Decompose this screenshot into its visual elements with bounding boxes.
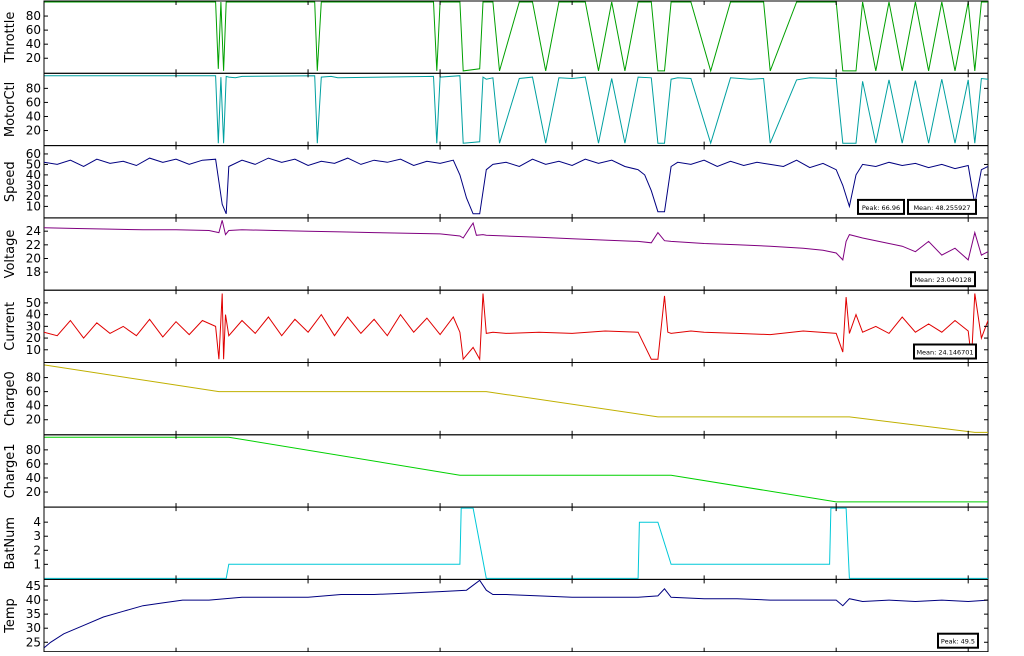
- y-tick-label: 2: [33, 543, 41, 557]
- y-tick-label: 24: [26, 224, 41, 238]
- annotation-label: Mean: 24.146701: [916, 349, 973, 357]
- y-tick-label: 20: [26, 124, 41, 138]
- y-axis-label: Throttle: [3, 12, 18, 64]
- y-tick-label: 40: [26, 109, 41, 123]
- y-tick-label: 10: [26, 343, 41, 357]
- y-tick-label: 40: [26, 37, 41, 51]
- annotation-label: Mean: 48.255927: [913, 204, 970, 212]
- y-tick-label: 20: [26, 189, 41, 203]
- y-tick-label: 40: [26, 471, 41, 485]
- series-line-temp: [44, 579, 988, 649]
- y-tick-label: 30: [26, 178, 41, 192]
- y-tick-label: 20: [26, 51, 41, 65]
- y-tick-label: 60: [26, 457, 41, 471]
- y-tick-label: 40: [26, 308, 41, 322]
- y-tick-label: 30: [26, 319, 41, 333]
- y-axis-label: BatNum: [3, 517, 18, 570]
- y-tick-label: 40: [26, 168, 41, 182]
- series-line-motorctl: [44, 75, 988, 145]
- annotation-label: Peak: 49.5: [941, 638, 975, 646]
- y-tick-label: 35: [26, 607, 41, 621]
- panel-frame: [43, 72, 989, 147]
- y-tick-label: 50: [26, 157, 41, 171]
- annotation-box: [937, 632, 979, 649]
- series-line-throttle: [44, 1, 988, 73]
- y-tick-label: 80: [26, 9, 41, 23]
- y-tick-label: 60: [26, 95, 41, 109]
- y-tick-label: 30: [26, 621, 41, 635]
- series-line-speed: [44, 157, 988, 215]
- y-tick-label: 60: [26, 23, 41, 37]
- y-tick-label: 40: [26, 399, 41, 413]
- annotation-label: Mean: 23.040128: [914, 276, 971, 284]
- panel-frame: [43, 578, 989, 653]
- y-tick-label: 1: [33, 557, 41, 571]
- annotation-box: [857, 198, 905, 215]
- y-tick-label: 20: [26, 251, 41, 265]
- y-tick-label: 25: [26, 635, 41, 649]
- y-tick-label: 22: [26, 238, 41, 252]
- series-line-current: [44, 293, 988, 361]
- y-tick-label: 45: [26, 579, 41, 593]
- panel-frame: [43, 217, 989, 291]
- y-tick-label: 20: [26, 413, 41, 427]
- series-line-voltage: [44, 220, 988, 261]
- y-tick-label: 80: [26, 81, 41, 95]
- y-tick-label: 18: [26, 265, 41, 279]
- y-tick-label: 80: [26, 443, 41, 457]
- y-tick-label: 20: [26, 331, 41, 345]
- panel-frame: [43, 434, 989, 508]
- y-tick-label: 60: [26, 147, 41, 161]
- y-axis-label: Speed: [3, 161, 18, 202]
- y-axis-label: Current: [3, 302, 18, 351]
- y-axis-label: Voltage: [3, 230, 18, 279]
- y-tick-label: 60: [26, 385, 41, 399]
- y-tick-label: 4: [33, 515, 41, 529]
- y-tick-label: 20: [26, 485, 41, 499]
- panel-frame: [43, 362, 989, 436]
- annotation-box: [913, 343, 977, 360]
- y-axis-label: Charge1: [3, 443, 18, 498]
- panel-frame: [43, 145, 989, 219]
- y-tick-label: 40: [26, 593, 41, 607]
- series-line-charge1: [44, 436, 988, 503]
- y-tick-label: 3: [33, 529, 41, 543]
- y-tick-label: 50: [26, 296, 41, 310]
- series-line-charge0: [44, 364, 988, 433]
- annotation-box: [910, 271, 976, 288]
- y-axis-label: MotorCtl: [3, 82, 18, 137]
- annotation-label: Peak: 66.96: [862, 204, 900, 212]
- y-axis-label: Temp: [3, 598, 18, 634]
- annotation-box: [907, 198, 977, 215]
- y-tick-label: 80: [26, 371, 41, 385]
- y-tick-label: 10: [26, 199, 41, 213]
- y-axis-label: Charge0: [3, 371, 18, 426]
- series-line-batnum: [44, 507, 988, 579]
